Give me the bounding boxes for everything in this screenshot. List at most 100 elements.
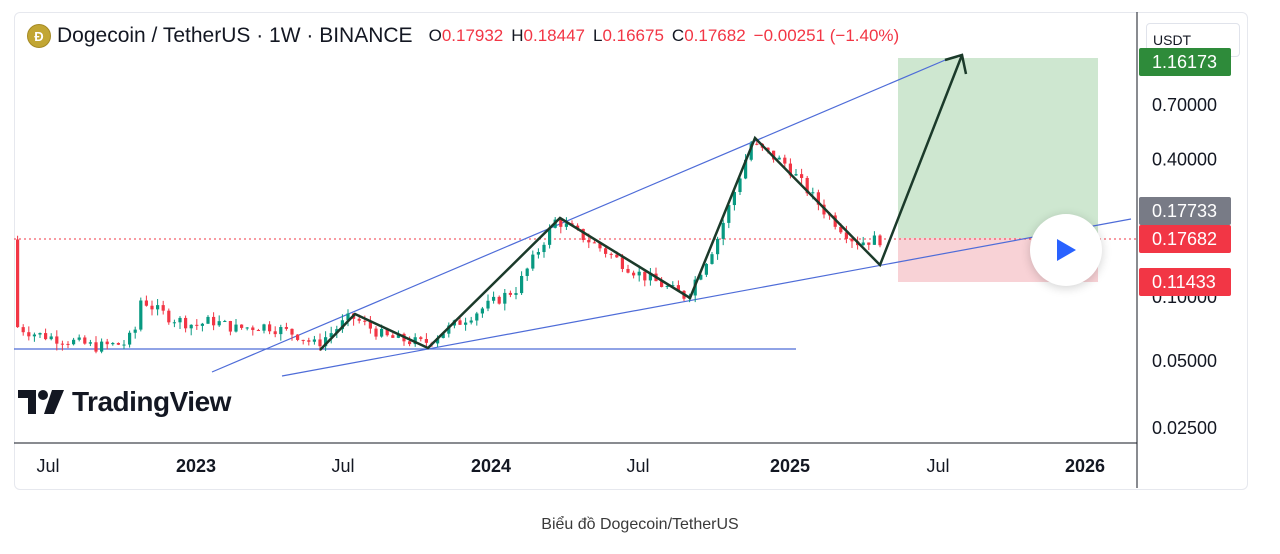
chart-header: Ð Dogecoin / TetherUS · 1W · BINANCE O0.… — [27, 21, 899, 51]
candle-body — [632, 272, 636, 276]
price-badge-label-stop: 0.11433 — [1152, 272, 1216, 292]
candle-body — [189, 324, 193, 329]
candle-body — [391, 335, 395, 338]
price-badge-entry — [1139, 197, 1231, 225]
candle-body — [648, 273, 652, 281]
play-button[interactable] — [1030, 214, 1102, 286]
candle-body — [245, 327, 249, 329]
candle-body — [307, 340, 311, 342]
lower-trendline — [281, 218, 1132, 377]
candle-body — [301, 339, 305, 341]
candle-body — [514, 293, 518, 295]
candle-body — [620, 257, 624, 269]
candle-body — [105, 341, 109, 345]
candle-body — [27, 332, 31, 337]
candle-body — [626, 268, 630, 273]
candle-body — [139, 300, 143, 330]
candle-body — [458, 320, 462, 325]
candle-body — [296, 334, 300, 340]
x-tick-label: 2025 — [770, 456, 810, 476]
candle-body — [587, 239, 591, 243]
candle-body — [710, 254, 714, 264]
candle-body — [408, 341, 412, 345]
candle-body — [172, 322, 176, 324]
candle-body — [329, 333, 333, 338]
candle-body — [21, 327, 25, 333]
candle-body — [184, 317, 188, 329]
candle-body — [816, 192, 820, 205]
candle-body — [643, 271, 647, 281]
candle-body — [503, 292, 507, 304]
candle-body — [284, 327, 288, 329]
candle-body — [206, 316, 210, 324]
candle-body — [32, 334, 36, 337]
candle-body — [290, 328, 294, 335]
candle-body — [721, 222, 725, 239]
candle-body — [16, 239, 20, 328]
candle-body — [273, 331, 277, 335]
price-badge-label-entry: 0.17733 — [1152, 201, 1217, 221]
price-badge-target — [1139, 48, 1231, 76]
profit-zone — [898, 58, 1098, 238]
candle-body — [811, 192, 815, 194]
candle-body — [508, 292, 512, 295]
candle-body — [44, 333, 48, 340]
candle-body — [116, 342, 120, 345]
candle-body — [609, 253, 613, 255]
x-tick-label: Jul — [331, 456, 354, 476]
candle-body — [497, 296, 501, 304]
candle-body — [77, 337, 81, 340]
symbol-title[interactable]: Dogecoin / TetherUS · 1W · BINANCE — [57, 24, 413, 47]
candle-body — [55, 336, 59, 344]
candle-body — [156, 305, 160, 310]
candle-body — [88, 342, 92, 344]
candle-body — [576, 225, 580, 229]
candle-body — [525, 268, 529, 276]
candle-body — [559, 219, 563, 227]
x-tick-label: 2026 — [1065, 456, 1105, 476]
candle-body — [133, 329, 137, 333]
ohlc-open: O0.17932 — [428, 26, 504, 45]
candle-body — [223, 321, 227, 323]
candle-body — [867, 242, 871, 245]
upper-trendline — [211, 57, 951, 373]
candle-body — [419, 337, 423, 340]
candle-body — [100, 341, 104, 352]
candle-body — [122, 344, 126, 346]
candle-body — [536, 252, 540, 255]
candle-body — [878, 235, 882, 246]
candle-body — [839, 226, 843, 233]
candle-body — [357, 318, 361, 321]
ohlc-close: C0.17682 — [671, 26, 746, 45]
candle-body — [844, 232, 848, 239]
candle-body — [72, 339, 76, 345]
candle-body — [738, 178, 742, 193]
candle-body — [217, 321, 221, 326]
candle-body — [604, 248, 608, 254]
candle-body — [144, 300, 148, 306]
price-badge-stop — [1139, 268, 1231, 296]
candle-body — [592, 242, 596, 244]
candle-body — [447, 325, 451, 334]
candle-body — [251, 327, 255, 331]
candle-body — [749, 143, 753, 160]
candle-body — [128, 332, 132, 345]
candle-body — [161, 305, 165, 311]
candle-body — [396, 333, 400, 338]
candle-body — [783, 157, 787, 164]
x-tick-label: 2023 — [176, 456, 216, 476]
candle-body — [150, 305, 154, 310]
candle-body — [374, 328, 378, 337]
candle-body — [861, 242, 865, 246]
candle-body — [212, 316, 216, 326]
x-tick-label: Jul — [926, 456, 949, 476]
candle-body — [520, 275, 524, 294]
candle-body — [66, 343, 70, 345]
time-axis: Jul 2023 Jul 2024 Jul 2025 Jul 2026 — [36, 456, 1105, 476]
candle-body — [228, 321, 232, 332]
dogecoin-icon: Ð — [27, 24, 51, 48]
candle-body — [318, 339, 322, 347]
candle-body — [464, 322, 468, 325]
candle-body — [732, 192, 736, 206]
candle-body — [671, 285, 675, 287]
